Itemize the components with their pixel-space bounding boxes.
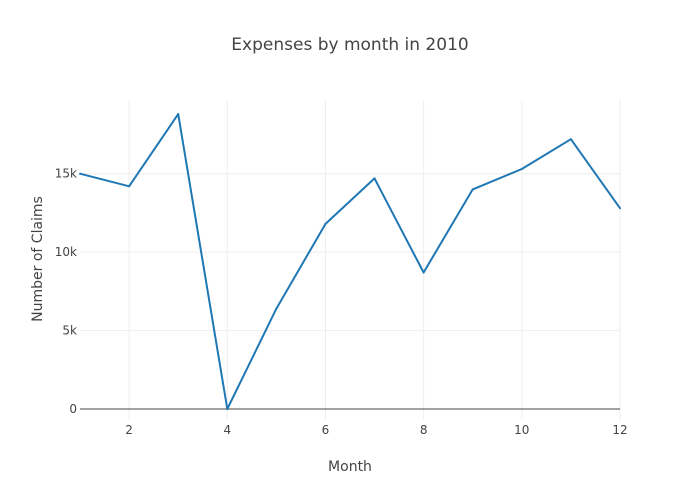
data-point [79,172,81,175]
data-point [422,271,425,274]
data-point [569,138,572,141]
x-tick-label: 10 [514,423,529,437]
data-point [471,188,474,191]
x-tick-label: 6 [322,423,330,437]
data-point [275,307,278,310]
x-tick-label: 8 [420,423,428,437]
data-point [373,177,376,180]
y-tick-label: 0 [69,402,77,416]
gridlines [80,100,621,420]
x-tick-label: 4 [223,423,231,437]
data-point [520,168,523,171]
data-point [226,408,229,411]
x-axis-title: Month [328,459,372,475]
x-axis-ticks: 2 4 6 8 10 12 [125,423,627,437]
data-point [128,185,131,188]
data-point [619,207,621,210]
y-tick-label: 10k [55,245,77,259]
y-axis-ticks: 0 5k 10k 15k [55,167,77,416]
chart-title: Expenses by month in 2010 [231,35,468,55]
data-point [324,222,327,225]
y-axis-title: Number of Claims [30,196,46,322]
x-tick-label: 2 [125,423,133,437]
series-line [79,113,621,410]
y-tick-label: 15k [55,167,77,181]
series-layer [79,113,621,411]
data-point [177,113,180,116]
x-tick-label: 12 [612,423,627,437]
y-tick-label: 5k [62,324,77,338]
